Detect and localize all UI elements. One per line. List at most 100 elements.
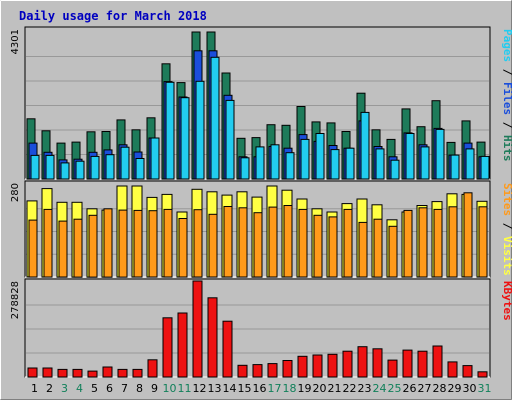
- bar-sites-day-29: [448, 206, 458, 278]
- day-label-21: 21: [328, 382, 342, 395]
- day-label-4: 4: [76, 382, 83, 395]
- bar-pages-day-23: [360, 111, 370, 180]
- bar-kbytes-day-5: [87, 370, 98, 378]
- day-label-5: 5: [91, 382, 98, 395]
- bar-pages-day-24: [375, 148, 385, 180]
- bar-sites-day-6: [103, 208, 113, 278]
- bar-sites-day-12: [193, 209, 203, 278]
- bar-sites-day-20: [313, 214, 323, 278]
- day-label-24: 24: [373, 382, 387, 395]
- bar-sites-day-18: [283, 205, 293, 278]
- bar-kbytes-day-30: [462, 365, 473, 378]
- bar-sites-day-7: [118, 209, 128, 278]
- bar-pages-day-21: [330, 149, 340, 180]
- side-label-part: Hits: [501, 135, 512, 162]
- day-label-31: 31: [478, 382, 492, 395]
- bar-sites-day-17: [268, 206, 278, 278]
- bar-pages-day-19: [300, 138, 310, 180]
- bar-sites-day-23: [358, 221, 368, 278]
- series-pages: [30, 56, 490, 180]
- bar-kbytes-day-21: [327, 353, 338, 378]
- bar-sites-day-28: [433, 208, 443, 278]
- bar-sites-day-11: [178, 218, 188, 278]
- side-label-top: Pages / Files / Hits: [501, 29, 512, 162]
- bar-kbytes-day-6: [102, 366, 113, 378]
- bar-sites-day-3: [58, 220, 68, 278]
- bar-pages-day-15: [240, 157, 250, 180]
- bar-sites-day-19: [298, 208, 308, 278]
- bar-kbytes-day-26: [402, 349, 413, 378]
- bar-pages-day-8: [135, 158, 145, 180]
- bar-pages-day-26: [405, 133, 415, 180]
- bar-pages-day-3: [60, 162, 70, 180]
- bar-sites-day-10: [163, 208, 173, 278]
- day-label-10: 10: [163, 382, 177, 395]
- day-label-12: 12: [193, 382, 207, 395]
- panel-top-max-label: 4301: [10, 29, 21, 54]
- bar-kbytes-day-15: [237, 364, 248, 378]
- bar-pages-day-10: [165, 81, 175, 180]
- bar-kbytes-day-20: [312, 354, 323, 378]
- day-label-6: 6: [106, 382, 113, 395]
- bar-kbytes-day-14: [222, 320, 233, 378]
- panel-middle-max-label: 280: [10, 183, 21, 202]
- bar-pages-day-13: [210, 56, 220, 180]
- bar-kbytes-day-13: [207, 297, 218, 378]
- bar-pages-day-16: [255, 146, 265, 180]
- bar-pages-day-17: [270, 144, 280, 180]
- side-label-part: /: [501, 115, 512, 135]
- bar-sites-day-21: [328, 216, 338, 278]
- bar-sites-day-13: [208, 213, 218, 278]
- day-label-26: 26: [403, 382, 417, 395]
- bar-kbytes-day-24: [372, 348, 383, 378]
- bar-pages-day-4: [75, 160, 85, 180]
- bar-pages-day-5: [90, 155, 100, 180]
- bar-sites-day-5: [88, 214, 98, 278]
- bar-sites-day-22: [343, 208, 353, 278]
- bar-sites-day-26: [403, 209, 413, 278]
- bar-kbytes-day-7: [117, 368, 128, 378]
- bar-kbytes-day-17: [267, 363, 278, 378]
- bar-pages-day-12: [195, 80, 205, 180]
- bar-sites-day-14: [223, 206, 233, 278]
- bar-pages-day-6: [105, 154, 115, 180]
- bar-pages-day-20: [315, 133, 325, 180]
- panel-bottom: 278828: [10, 278, 491, 378]
- bar-sites-day-16: [253, 212, 263, 278]
- bar-sites-day-9: [148, 210, 158, 278]
- day-label-7: 7: [121, 382, 128, 395]
- day-label-3: 3: [61, 382, 68, 395]
- bar-kbytes-day-28: [432, 345, 443, 378]
- day-label-27: 27: [418, 382, 432, 395]
- side-label-bottom: KBytes: [501, 281, 512, 321]
- bar-kbytes-day-8: [132, 368, 143, 378]
- day-label-28: 28: [433, 382, 447, 395]
- bar-sites-day-1: [28, 219, 38, 278]
- side-label-part: Visits: [501, 236, 512, 276]
- bar-sites-day-25: [388, 225, 398, 278]
- bar-kbytes-day-10: [162, 317, 173, 378]
- bar-pages-day-29: [450, 154, 460, 180]
- day-label-9: 9: [151, 382, 158, 395]
- side-label-part: KBytes: [501, 281, 512, 321]
- chart-title: Daily usage for March 2018: [19, 9, 207, 23]
- bar-pages-day-27: [420, 146, 430, 180]
- day-label-13: 13: [208, 382, 222, 395]
- bar-sites-day-15: [238, 207, 248, 278]
- day-label-11: 11: [178, 382, 192, 395]
- day-label-23: 23: [358, 382, 372, 395]
- bar-kbytes-day-4: [72, 368, 83, 378]
- side-label-middle: Sites / Visits: [501, 183, 512, 276]
- bar-kbytes-day-23: [357, 346, 368, 378]
- bar-kbytes-day-1: [27, 367, 38, 378]
- bar-kbytes-day-29: [447, 361, 458, 378]
- bar-sites-day-27: [418, 207, 428, 278]
- bar-sites-day-30: [463, 192, 473, 278]
- bar-pages-day-22: [345, 147, 355, 180]
- bar-sites-day-31: [478, 206, 488, 278]
- day-label-2: 2: [46, 382, 53, 395]
- bar-kbytes-day-11: [177, 312, 188, 378]
- bar-sites-day-8: [133, 209, 143, 278]
- day-label-29: 29: [448, 382, 462, 395]
- bar-sites-day-24: [373, 218, 383, 278]
